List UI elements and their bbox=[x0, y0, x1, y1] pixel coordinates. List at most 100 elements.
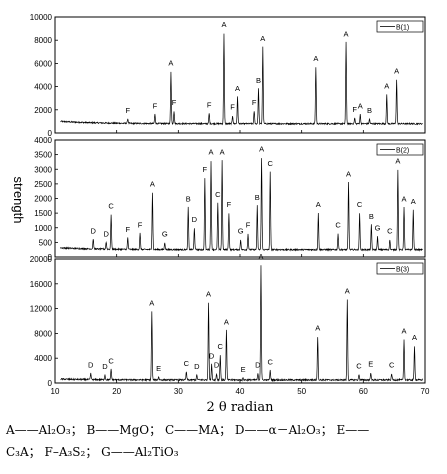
y-tick-label: 0 bbox=[48, 379, 53, 388]
peak-label: B bbox=[256, 76, 261, 85]
caption-item-e: E—— bbox=[336, 423, 370, 437]
peak-label: A bbox=[395, 156, 400, 165]
peak-label: A bbox=[358, 101, 363, 110]
panel-frame-1 bbox=[54, 16, 426, 134]
peak-label: F bbox=[125, 225, 130, 234]
pattern-line-3 bbox=[60, 265, 423, 383]
peak-label: B bbox=[186, 194, 191, 203]
y-tick-label: 3500 bbox=[34, 151, 52, 160]
legend-box-2 bbox=[376, 143, 424, 156]
peak-label: C bbox=[215, 190, 221, 199]
peak-label: A bbox=[149, 299, 154, 308]
y-tick-label: 1500 bbox=[34, 209, 52, 218]
peak-label: E bbox=[241, 365, 246, 374]
peak-label: A bbox=[260, 34, 265, 43]
peak-label: A bbox=[402, 327, 407, 336]
y-tick-label: 0 bbox=[48, 253, 53, 262]
y-tick-label: 10000 bbox=[30, 13, 53, 22]
y-tick-label: 6000 bbox=[34, 59, 52, 68]
peak-label: A bbox=[221, 20, 226, 29]
x-tick-label: 50 bbox=[297, 387, 306, 396]
peak-label: A bbox=[411, 197, 416, 206]
phase-legend-caption: A——Al₂O₃； B——MgO； C——MA； D——α－Al₂O₃； E——… bbox=[6, 419, 446, 463]
peak-label: A bbox=[220, 147, 225, 156]
peak-label: F bbox=[203, 165, 208, 174]
pattern-line-1 bbox=[60, 33, 423, 126]
caption-item-d: D——α－Al₂O₃； bbox=[234, 423, 333, 437]
y-tick-label: 2500 bbox=[34, 180, 52, 189]
peak-label: D bbox=[103, 229, 109, 238]
peak-label: A bbox=[402, 194, 407, 203]
x-tick-label: 20 bbox=[112, 387, 121, 396]
peak-label: E bbox=[368, 359, 373, 368]
peak-label: A bbox=[384, 82, 389, 91]
peak-label: C bbox=[108, 356, 114, 365]
y-tick-label: 2000 bbox=[34, 106, 52, 115]
peak-label: G bbox=[162, 229, 168, 238]
peak-label: D bbox=[209, 351, 215, 360]
caption-item-c: C——MA； bbox=[164, 423, 232, 437]
y-tick-label: 4000 bbox=[34, 83, 52, 92]
peak-label: A bbox=[412, 333, 417, 342]
caption-item-a: A——Al₂O₃； bbox=[6, 423, 83, 437]
peak-label: B bbox=[255, 193, 260, 202]
y-tick-label: 8000 bbox=[34, 329, 52, 338]
peak-label: F bbox=[227, 200, 232, 209]
peak-label: A bbox=[206, 289, 211, 298]
peak-label: F bbox=[352, 105, 357, 114]
peak-label: C bbox=[387, 226, 393, 235]
y-tick-label: 12000 bbox=[30, 305, 53, 314]
legend-box-3 bbox=[376, 262, 424, 275]
peak-label: F bbox=[125, 106, 130, 115]
peak-label: D bbox=[192, 215, 198, 224]
peak-label: C bbox=[335, 221, 341, 230]
peak-label: A bbox=[259, 145, 264, 154]
legend-box-1 bbox=[376, 20, 424, 33]
x-tick-label: 60 bbox=[359, 387, 368, 396]
peak-label: C bbox=[389, 361, 395, 370]
peak-label: D bbox=[88, 361, 94, 370]
legend-label-3: B(3) bbox=[396, 266, 409, 273]
caption-item-e-cont: C₃A； bbox=[6, 445, 41, 459]
peak-label: F bbox=[230, 103, 235, 112]
y-tick-label: 4000 bbox=[34, 136, 52, 145]
x-tick-label: 40 bbox=[236, 387, 245, 396]
peak-label: A bbox=[313, 54, 318, 63]
y-tick-label: 16000 bbox=[30, 280, 53, 289]
peak-label: C bbox=[357, 200, 363, 209]
peak-label: F bbox=[246, 221, 251, 230]
caption-item-g: G——Al₂TiO₃ bbox=[101, 445, 179, 459]
peak-label: C bbox=[184, 359, 190, 368]
y-tick-label: 8000 bbox=[34, 36, 52, 45]
peak-label: C bbox=[218, 342, 224, 351]
peak-label: C bbox=[356, 361, 362, 370]
peak-label: A bbox=[344, 30, 349, 39]
peak-label: A bbox=[209, 147, 214, 156]
peak-label: E bbox=[156, 364, 161, 373]
caption-item-b: B——MgO； bbox=[86, 423, 162, 437]
legend-label-2: B(2) bbox=[396, 147, 409, 154]
pattern-line-2 bbox=[60, 158, 423, 252]
peak-label: D bbox=[255, 361, 261, 370]
peak-label: C bbox=[268, 358, 274, 367]
peak-label: G bbox=[375, 224, 381, 233]
peak-label: G bbox=[238, 226, 244, 235]
peak-label: A bbox=[150, 180, 155, 189]
caption-line-1: A——Al₂O₃； B——MgO； C——MA； D——α－Al₂O₃； E—— bbox=[6, 419, 446, 441]
peak-label: A bbox=[346, 169, 351, 178]
y-tick-label: 4000 bbox=[34, 354, 52, 363]
peak-label: A bbox=[168, 59, 173, 68]
peak-label: B bbox=[369, 212, 374, 221]
peak-label: F bbox=[172, 98, 177, 107]
peak-label: D bbox=[91, 226, 97, 235]
x-axis-title: 2 θ radian bbox=[207, 400, 275, 415]
legend-label-1: B(1) bbox=[396, 24, 409, 31]
x-tick-label: 30 bbox=[174, 387, 183, 396]
y-tick-label: 2000 bbox=[34, 195, 52, 204]
y-tick-label: 20000 bbox=[30, 255, 53, 264]
peak-label: A bbox=[224, 317, 229, 326]
peak-label: C bbox=[108, 202, 114, 211]
peak-label: F bbox=[207, 100, 212, 109]
x-tick-label: 70 bbox=[421, 387, 430, 396]
